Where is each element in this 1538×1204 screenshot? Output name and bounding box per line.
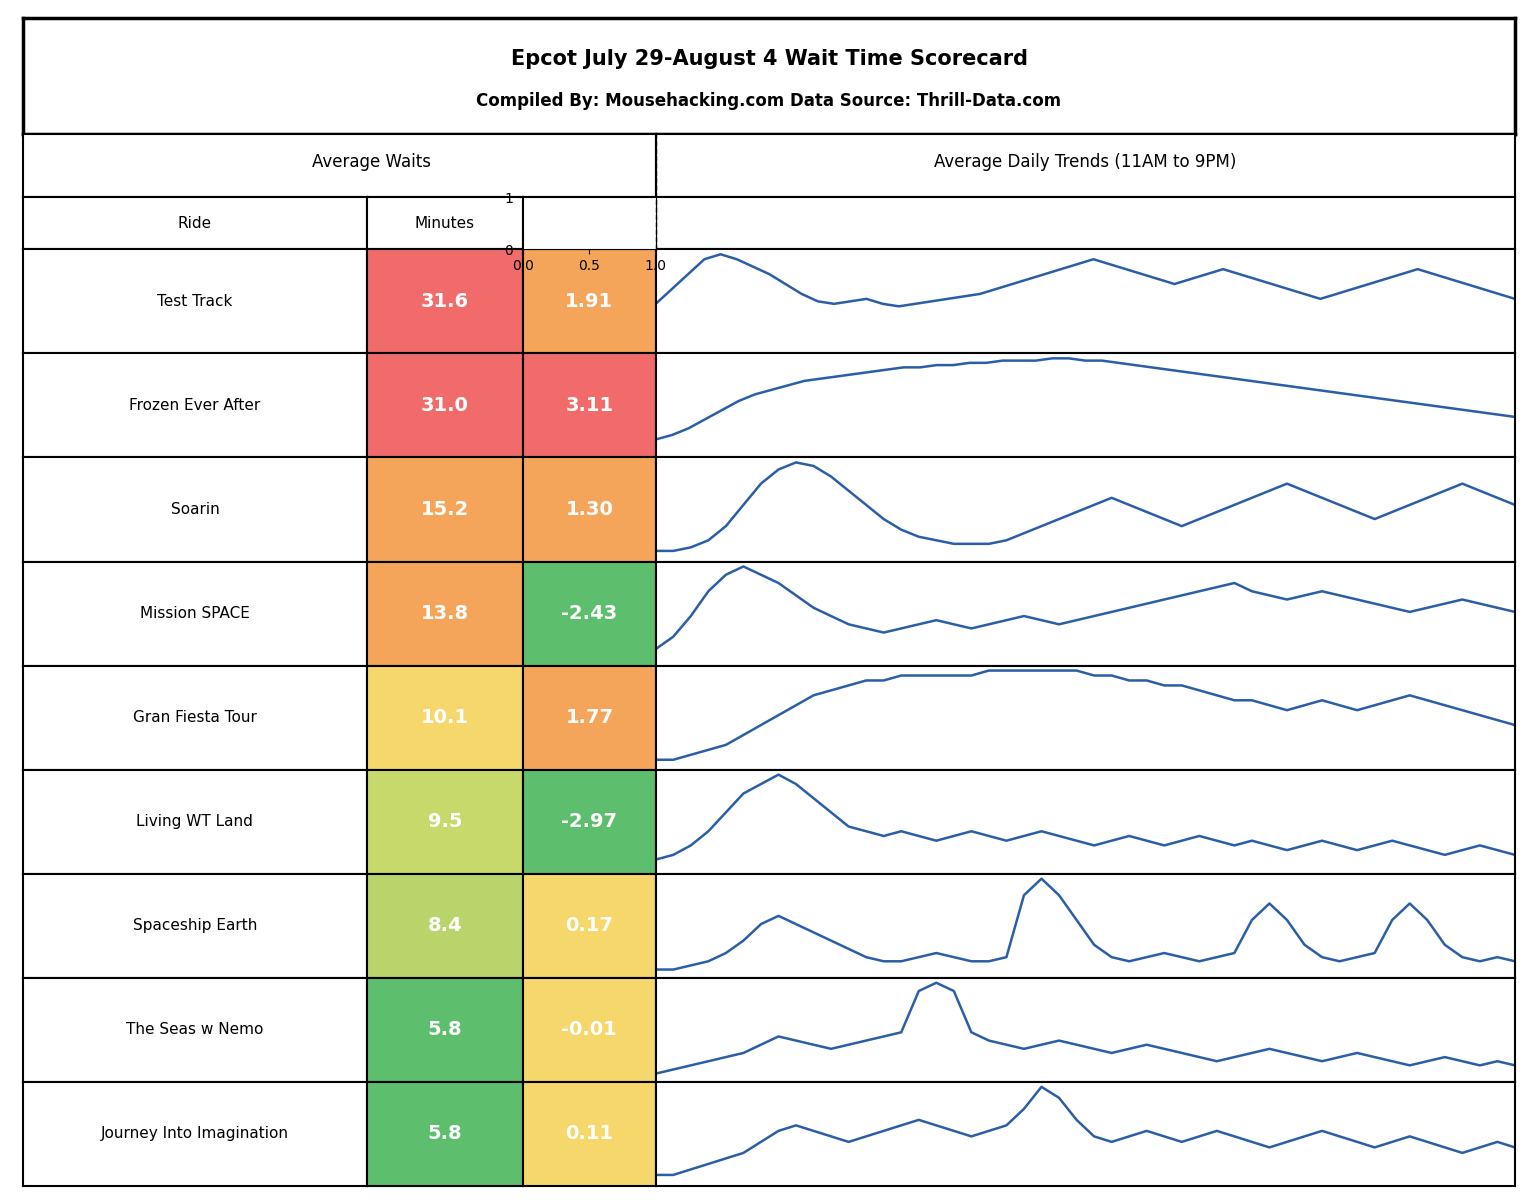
- Text: 10.1: 10.1: [421, 708, 469, 727]
- Text: Frozen Ever After: Frozen Ever After: [129, 399, 260, 413]
- Text: 5.8: 5.8: [428, 1020, 461, 1039]
- Text: Average Waits: Average Waits: [312, 153, 431, 171]
- Text: Living WT Land: Living WT Land: [137, 814, 254, 830]
- Text: 1.91: 1.91: [566, 291, 614, 311]
- Text: Ride: Ride: [178, 216, 212, 231]
- Text: Gran Fiesta Tour: Gran Fiesta Tour: [132, 710, 257, 725]
- Text: 3.11: 3.11: [566, 396, 614, 415]
- Text: -2.43: -2.43: [561, 604, 617, 622]
- Text: Epcot July 29-August 4 Wait Time Scorecard: Epcot July 29-August 4 Wait Time Scoreca…: [511, 48, 1027, 69]
- Text: Average Daily Trends (11AM to 9PM): Average Daily Trends (11AM to 9PM): [934, 153, 1237, 171]
- Text: 0.17: 0.17: [566, 916, 614, 936]
- Text: 1.77: 1.77: [566, 708, 614, 727]
- Text: -2.97: -2.97: [561, 813, 617, 831]
- Text: Compiled By: Mousehacking.com Data Source: Thrill-Data.com: Compiled By: Mousehacking.com Data Sourc…: [477, 93, 1061, 111]
- Text: 1.30: 1.30: [566, 500, 614, 519]
- Text: -0.01: -0.01: [561, 1020, 617, 1039]
- Text: Spaceship Earth: Spaceship Earth: [132, 919, 257, 933]
- Text: Soarin: Soarin: [171, 502, 220, 517]
- Text: 15.2: 15.2: [421, 500, 469, 519]
- Text: Journey Into Imagination: Journey Into Imagination: [102, 1127, 289, 1141]
- Text: 8.4: 8.4: [428, 916, 461, 936]
- Text: Minutes: Minutes: [415, 216, 475, 231]
- Text: 0.11: 0.11: [566, 1125, 614, 1144]
- Text: 31.6: 31.6: [421, 291, 469, 311]
- Text: Test Track: Test Track: [157, 294, 232, 309]
- Text: Mission SPACE: Mission SPACE: [140, 606, 249, 621]
- Text: 13.8: 13.8: [421, 604, 469, 622]
- Text: 5.8: 5.8: [428, 1125, 461, 1144]
- Text: Change: Change: [560, 216, 618, 231]
- Text: 9.5: 9.5: [428, 813, 461, 831]
- Text: 31.0: 31.0: [421, 396, 469, 415]
- Text: The Seas w Nemo: The Seas w Nemo: [126, 1022, 263, 1038]
